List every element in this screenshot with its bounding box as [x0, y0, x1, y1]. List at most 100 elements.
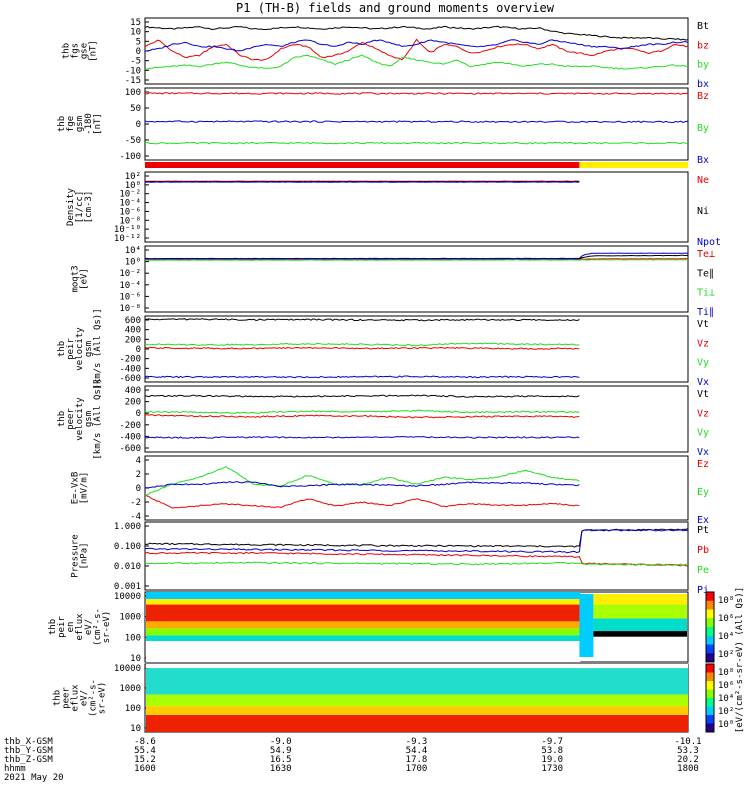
y-tick-label: 1.000 [114, 522, 141, 532]
y-axis-label: peer [62, 687, 72, 709]
spectrogram-band [146, 706, 688, 715]
legend-entry: Vz [697, 408, 709, 419]
spectrogram-band [146, 635, 581, 641]
y-tick-label: 10000 [114, 592, 141, 602]
colorbar-segment [706, 600, 714, 610]
series-line-Pi [145, 529, 689, 554]
y-tick-label: 10000 [114, 664, 141, 674]
ephemeris-value: -9.7 [541, 737, 563, 747]
y-tick-label: -5 [130, 57, 141, 67]
figure-title: P1 (TH-B) fields and ground moments over… [236, 1, 555, 15]
colorbar-segment [706, 723, 714, 733]
y-tick-label: -2 [130, 498, 141, 508]
colorbar-segment [706, 627, 714, 637]
series-line-by [144, 54, 689, 70]
mode-bar-slow-survey [145, 162, 580, 168]
series-line-Vz [144, 346, 580, 350]
y-axis-label: gsm [75, 116, 85, 132]
y-tick-label: 0.010 [114, 562, 141, 572]
y-axis-label: (cm²-s- [93, 608, 103, 646]
y-tick-label: 100 [125, 704, 141, 714]
y-tick-label: -15 [125, 76, 141, 86]
series-line-Pt [144, 528, 689, 548]
ephemeris-value: 54.9 [270, 746, 292, 756]
y-axis-label: thb [48, 619, 58, 635]
y-tick-label: 0 [136, 409, 141, 419]
legend-entry: Ni [697, 206, 709, 217]
legend-entry: Npot [697, 237, 721, 248]
spectrogram-band [579, 594, 594, 657]
y-axis-label: gse [80, 43, 90, 59]
legend-entry: Pt [697, 525, 709, 536]
legend-entry: By [697, 123, 709, 134]
y-axis-label: thb [53, 690, 63, 706]
y-tick-label: 200 [125, 335, 141, 345]
y-axis-label: eV/ [80, 690, 90, 706]
legend-entry: Ti⊥ [697, 288, 715, 299]
mode-bar-fast-survey [579, 162, 688, 168]
y-tick-label: -600 [119, 444, 141, 454]
series-line-Ey [144, 466, 580, 496]
y-tick-label: 2 [136, 470, 141, 480]
y-axis-label: peir [66, 338, 76, 360]
ephemeris-value: 1800 [677, 764, 699, 774]
series-line-Vt [144, 394, 580, 398]
y-tick-label: 100 [125, 633, 141, 643]
series-line-Bt [144, 25, 689, 41]
legend-entry: Ti∥ [697, 307, 714, 318]
y-tick-label: 5 [136, 37, 141, 47]
y-axis-label: velocity [75, 397, 85, 441]
panel-frame [144, 385, 689, 453]
y-tick-label: 10⁻⁶ [119, 207, 141, 217]
y-tick-label: 10⁻⁴ [119, 199, 141, 209]
y-tick-label: 0.001 [114, 582, 141, 592]
ephemeris-value: 1730 [541, 764, 563, 774]
colorbar-segment [706, 664, 714, 673]
series-line-Vz [144, 414, 580, 419]
legend-entry: Bx [697, 155, 709, 166]
colorbar-segment [706, 635, 714, 645]
legend-entry: Vx [697, 447, 709, 458]
series-line-Vx [144, 435, 580, 439]
colorbar-segment [706, 689, 714, 699]
y-axis-label: fge [66, 116, 76, 132]
colorbar-tick: 10⁸ [718, 596, 734, 606]
y-axis-label: [mV/m] [80, 472, 90, 505]
legend-entry: Te∥ [697, 268, 714, 279]
y-axis-label: eflux [75, 613, 85, 641]
y-tick-label: 400 [125, 326, 141, 336]
y-axis-label: thb [57, 116, 67, 132]
mode-bar [145, 162, 688, 168]
y-tick-label: -200 [119, 421, 141, 431]
colorbar-tick: 10⁰ [718, 720, 734, 730]
spectrogram-band [593, 631, 687, 637]
series-line-Ti∥ [145, 252, 689, 260]
y-axis-label: sr-eV) [102, 611, 112, 644]
y-axis-label: eflux [71, 684, 81, 712]
y-tick-label: -600 [119, 374, 141, 384]
series-line-Ti⊥ [145, 259, 689, 261]
panel-peir_spec: thb peir en eflux eV/(cm²-s-sr-eV)1000010001… [48, 587, 745, 733]
legend-entry: Ex [697, 515, 709, 526]
colorbar-frame [705, 663, 715, 733]
panel-fge: thb fge gsm -180 [nT] 100 50 0 -50 -100 Bz By Bx [57, 87, 709, 166]
series-line-Vt [144, 318, 580, 322]
panel-density: Density [1/cc] [cm-3]10²10⁰10⁻²10⁻⁴10⁻⁶10⁻… [66, 171, 721, 248]
colorbar-segment [706, 644, 714, 654]
panel-frame [144, 521, 689, 591]
legend-entry: Vy [697, 358, 709, 369]
y-axis-label: thb [57, 341, 67, 357]
colorbar-segment [706, 609, 714, 619]
ephemeris-value: 54.4 [406, 746, 428, 756]
y-tick-label: 10⁻² [119, 269, 141, 279]
legend-entry: Pe [697, 565, 709, 576]
ephemeris-value: 1600 [134, 764, 156, 774]
legend-entry: bx [697, 79, 709, 90]
series-line-Bx [144, 120, 689, 124]
legend-entry: by [697, 60, 709, 71]
ephemeris-row-label: thb_Z-GSM [4, 755, 53, 765]
y-tick-label: 10⁻¹² [114, 234, 141, 244]
y-axis-label: [nT] [89, 40, 99, 62]
y-axis-label: thb [57, 411, 67, 427]
